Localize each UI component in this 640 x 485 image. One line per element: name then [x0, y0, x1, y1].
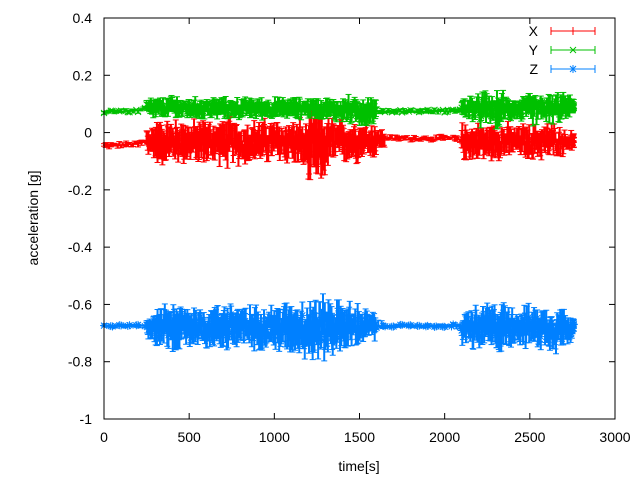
y-tick-label: 0.4	[73, 10, 93, 26]
series-Z	[100, 294, 578, 361]
plot-frame	[104, 18, 615, 419]
x-tick-label: 1000	[259, 429, 290, 445]
x-axis-label: time[s]	[338, 458, 379, 474]
legend-item-X: X	[529, 23, 595, 39]
y-axis-label: acceleration [g]	[25, 171, 41, 266]
y-tick-label: -0.8	[68, 354, 92, 370]
y-axis: 0.4 0.2 0 -0.2 -0.4 -0.6 -0.8 -1	[68, 10, 92, 427]
y-tick-label: -0.6	[68, 296, 92, 312]
x-tick-label: 0	[100, 429, 108, 445]
legend-label: X	[529, 23, 539, 39]
legend-item-Z: Z	[529, 61, 595, 77]
y-tick-label: -0.2	[68, 182, 92, 198]
legend-label: Y	[529, 42, 539, 58]
x-tick-label: 1500	[344, 429, 375, 445]
y-tick-label: -0.4	[68, 239, 92, 255]
legend-label: Z	[529, 61, 538, 77]
series-X	[101, 109, 577, 179]
x-axis: 0 500 1000 1500 2000 2500 3000	[100, 429, 631, 445]
x-tick-label: 500	[177, 429, 201, 445]
plot-area	[100, 90, 578, 360]
axis-ticks	[104, 18, 615, 419]
series-Y	[101, 90, 577, 129]
legend-item-Y: Y	[529, 42, 595, 58]
y-tick-label: 0	[84, 125, 92, 141]
x-tick-label: 3000	[599, 429, 630, 445]
x-tick-label: 2500	[514, 429, 545, 445]
x-tick-label: 2000	[429, 429, 460, 445]
y-tick-label: 0.2	[73, 67, 93, 83]
legend: XYZ	[529, 23, 595, 77]
y-tick-label: -1	[80, 411, 93, 427]
